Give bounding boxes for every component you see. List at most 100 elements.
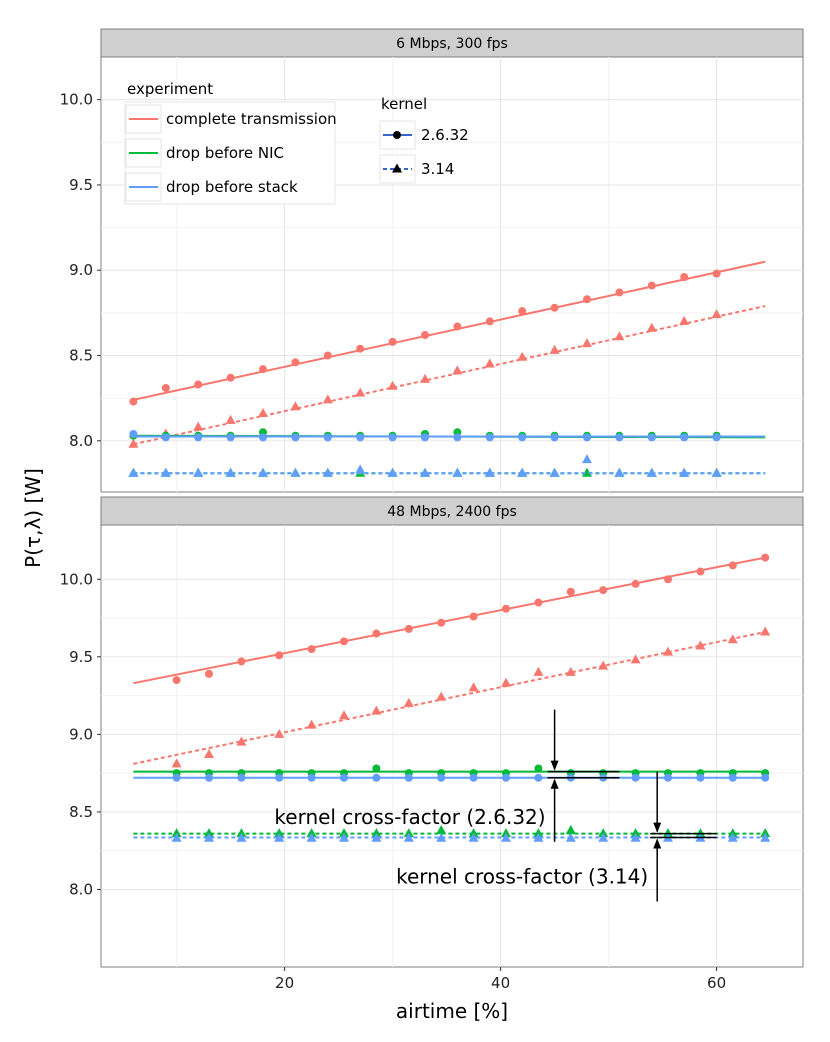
point-drop-before-stack-2-6-32 xyxy=(453,433,462,442)
point-drop-before-stack-2-6-32 xyxy=(712,433,721,442)
point-drop-before-stack-3-14 xyxy=(128,467,139,477)
point-drop-before-stack-2-6-32 xyxy=(161,433,170,442)
point-drop-before-stack-2-6-32 xyxy=(226,433,235,442)
point-complete-transmission-2-6-32 xyxy=(226,373,235,382)
point-complete-transmission-3-14 xyxy=(501,677,511,687)
y-tick-label: 9.0 xyxy=(69,725,93,743)
point-complete-transmission-2-6-32 xyxy=(599,586,608,595)
point-drop-before-stack-2-6-32 xyxy=(372,773,381,782)
point-drop-before-nic-2-6-32 xyxy=(372,764,381,773)
point-complete-transmission-3-14 xyxy=(420,373,430,383)
point-drop-before-nic-3-14 xyxy=(236,828,247,838)
point-drop-before-stack-3-14 xyxy=(306,832,317,842)
point-complete-transmission-3-14 xyxy=(452,365,463,375)
point-complete-transmission-2-6-32 xyxy=(615,288,624,297)
point-complete-transmission-2-6-32 xyxy=(696,567,705,576)
point-complete-transmission-3-14 xyxy=(387,380,398,390)
panel-bottom-strip xyxy=(100,496,804,526)
point-complete-transmission-3-14 xyxy=(355,387,366,397)
point-drop-before-stack-3-14 xyxy=(322,467,333,477)
panel-bottom-content: 8.0 8.5 9.0 9.5 10.0 kernel cross-factor (2.6… xyxy=(60,525,803,967)
point-complete-transmission-2-6-32 xyxy=(761,553,770,562)
point-complete-transmission-2-6-32 xyxy=(550,303,559,312)
point-complete-transmission-2-6-32 xyxy=(307,645,316,654)
y-tick-label: 9.5 xyxy=(69,648,93,666)
annotation-arrowhead-down xyxy=(653,822,662,833)
point-complete-transmission-2-6-32 xyxy=(161,383,170,392)
legend-label-drop-before-stack: drop before stack xyxy=(166,178,298,196)
point-complete-transmission-2-6-32 xyxy=(502,604,510,613)
legend-kernel-title: kernel xyxy=(381,95,427,113)
panel-top-strip xyxy=(100,28,804,58)
point-drop-before-stack-2-6-32 xyxy=(550,433,559,442)
point-drop-before-nic-3-14 xyxy=(204,828,214,838)
legend-label-complete-transmission: complete transmission xyxy=(166,110,337,128)
point-complete-transmission-3-14 xyxy=(646,322,657,332)
x-axis-title: airtime [%] xyxy=(396,999,508,1023)
point-complete-transmission-3-14 xyxy=(484,358,495,368)
point-complete-transmission-2-6-32 xyxy=(664,575,672,584)
point-complete-transmission-2-6-32 xyxy=(518,307,527,316)
point-complete-transmission-3-14 xyxy=(171,758,182,768)
point-drop-before-stack-2-6-32 xyxy=(615,433,624,442)
x-tick-label: 20 xyxy=(275,974,294,992)
point-complete-transmission-2-6-32 xyxy=(680,273,689,282)
point-complete-transmission-2-6-32 xyxy=(631,579,640,588)
point-drop-before-stack-3-14 xyxy=(630,832,641,842)
annotation-cross-factor-0: kernel cross-factor (2.6.32) xyxy=(274,709,620,842)
y-tick-label: 10.0 xyxy=(60,570,93,588)
panel-top-title: 6 Mbps, 300 fps xyxy=(396,36,508,52)
point-drop-before-stack-2-6-32 xyxy=(534,773,543,782)
point-complete-transmission-2-6-32 xyxy=(534,598,543,607)
point-complete-transmission-3-14 xyxy=(371,705,382,715)
point-complete-transmission-2-6-32 xyxy=(237,657,246,666)
panel-top-content: 8.0 8.5 9.0 9.5 10.0 xyxy=(60,57,803,492)
point-complete-transmission-3-14 xyxy=(322,394,333,404)
point-drop-before-stack-3-14 xyxy=(727,832,738,842)
point-drop-before-stack-3-14 xyxy=(501,832,511,842)
point-complete-transmission-2-6-32 xyxy=(404,624,413,633)
point-drop-before-stack-3-14 xyxy=(679,467,690,477)
annotation-arrowhead-up xyxy=(653,838,662,849)
y-tick-label: 9.5 xyxy=(69,176,93,194)
point-complete-transmission-3-14 xyxy=(549,344,560,354)
point-drop-before-stack-3-14 xyxy=(598,832,609,842)
point-drop-before-stack-3-14 xyxy=(274,832,285,842)
y-tick-label: 8.0 xyxy=(69,880,93,898)
point-complete-transmission-3-14 xyxy=(306,719,317,729)
legend-kernel-marker-2-6-32 xyxy=(393,131,401,139)
point-complete-transmission-3-14 xyxy=(128,438,139,448)
point-complete-transmission-3-14 xyxy=(290,401,301,411)
legend: experiment kernel complete transmission d… xyxy=(124,80,469,205)
point-drop-before-stack-3-14 xyxy=(355,464,366,474)
point-drop-before-stack-2-6-32 xyxy=(485,433,494,442)
y-tick-label: 9.0 xyxy=(69,261,93,279)
point-complete-transmission-2-6-32 xyxy=(275,651,284,660)
point-drop-before-stack-3-14 xyxy=(452,467,463,477)
point-drop-before-stack-3-14 xyxy=(403,832,414,842)
point-drop-before-nic-3-14 xyxy=(339,828,349,838)
point-drop-before-nic-3-14 xyxy=(468,828,479,838)
point-complete-transmission-2-6-32 xyxy=(583,295,591,304)
point-drop-before-nic-3-14 xyxy=(598,828,609,838)
point-drop-before-stack-3-14 xyxy=(436,832,447,842)
y-tick-label: 10.0 xyxy=(60,91,93,109)
point-drop-before-stack-3-14 xyxy=(160,467,171,477)
point-complete-transmission-3-14 xyxy=(436,691,447,701)
point-drop-before-stack-3-14 xyxy=(193,467,204,477)
legend-label-kernel-3-14: 3.14 xyxy=(421,160,454,178)
point-drop-before-stack-3-14 xyxy=(646,467,657,477)
legend-label-kernel-2-6-32: 2.6.32 xyxy=(421,126,469,144)
point-drop-before-stack-3-14 xyxy=(387,467,398,477)
fit-line-complete-transmission-2-6-32 xyxy=(133,260,766,401)
point-drop-before-stack-2-6-32 xyxy=(340,773,348,782)
panel-bottom-plot xyxy=(100,524,804,968)
point-drop-before-stack-2-6-32 xyxy=(259,433,267,442)
legend-kernel-marker-3-14 xyxy=(392,163,402,173)
point-complete-transmission-3-14 xyxy=(630,654,641,664)
point-drop-before-nic-3-14 xyxy=(565,825,576,835)
point-drop-before-stack-3-14 xyxy=(420,467,430,477)
point-drop-before-stack-2-6-32 xyxy=(502,773,510,782)
point-complete-transmission-2-6-32 xyxy=(356,344,365,353)
